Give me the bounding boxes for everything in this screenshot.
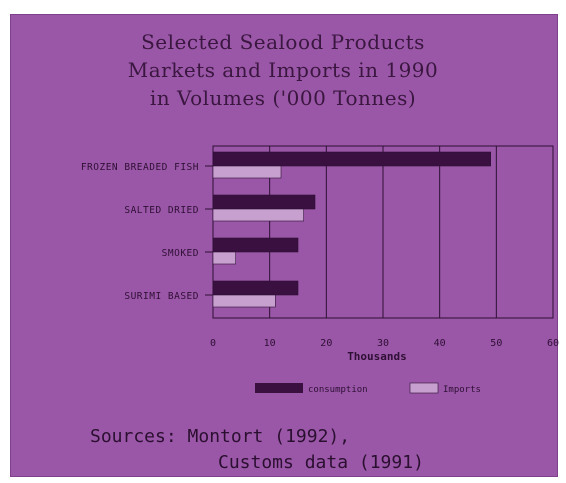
category-label: SALTED DRIED xyxy=(124,205,199,216)
x-tick-label: 30 xyxy=(377,338,389,349)
bar-consumption xyxy=(212,151,491,167)
category-label: SURIMI BASED xyxy=(124,291,199,302)
source-line-1: Sources: Montort (1992), xyxy=(90,426,351,447)
x-tick-label: 50 xyxy=(490,338,502,349)
x-axis-label: Thousands xyxy=(347,350,407,363)
bar-consumption xyxy=(212,194,316,210)
chart-title-line-2: Markets and Imports in 1990 xyxy=(127,58,439,82)
bar-imports xyxy=(212,165,282,179)
legend-label-consumption: consumption xyxy=(308,385,368,395)
legend-label-imports: Imports xyxy=(443,385,481,395)
legend-swatch-consumption xyxy=(255,383,303,393)
bar-imports xyxy=(212,251,236,265)
chart-title-line-3: in Volumes ('000 Tonnes) xyxy=(149,86,417,110)
legend-swatch-imports xyxy=(409,382,439,394)
x-tick-label: 0 xyxy=(210,338,216,349)
x-tick-label: 10 xyxy=(264,338,276,349)
bar-imports xyxy=(212,208,304,222)
bar-consumption xyxy=(212,237,299,253)
bar-imports xyxy=(212,294,276,308)
x-tick-label: 20 xyxy=(320,338,332,349)
x-tick-label: 60 xyxy=(547,338,559,349)
x-tick-label: 40 xyxy=(434,338,446,349)
category-label: FROZEN BREADED FISH xyxy=(81,162,199,173)
chart-title-line-1: Selected Sealood Products xyxy=(141,30,425,54)
bar-consumption xyxy=(212,280,299,296)
source-line-2: Customs data (1991) xyxy=(218,452,424,473)
category-label: SMOKED xyxy=(162,248,199,259)
